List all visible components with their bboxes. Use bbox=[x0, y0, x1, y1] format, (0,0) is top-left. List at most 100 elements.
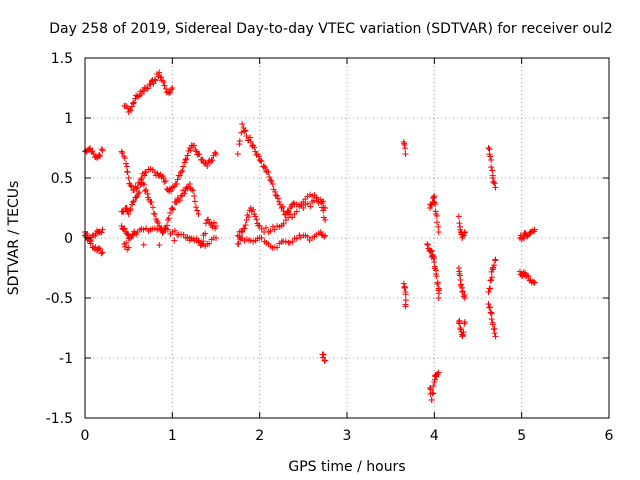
data-point bbox=[97, 153, 104, 160]
data-point bbox=[236, 137, 243, 144]
data-point bbox=[269, 181, 276, 187]
data-point bbox=[169, 229, 176, 235]
data-point bbox=[180, 163, 187, 170]
x-tick-label: 0 bbox=[81, 428, 90, 444]
data-point bbox=[177, 172, 184, 179]
data-point bbox=[127, 207, 134, 214]
data-point bbox=[245, 213, 252, 220]
data-point bbox=[152, 77, 159, 84]
data-point bbox=[400, 280, 407, 287]
data-point bbox=[191, 193, 198, 199]
data-point bbox=[156, 242, 163, 249]
data-point bbox=[456, 268, 463, 275]
data-point bbox=[487, 153, 494, 160]
data-point bbox=[402, 291, 409, 298]
data-point bbox=[486, 146, 493, 153]
x-tick-label: 6 bbox=[605, 428, 614, 444]
data-point bbox=[262, 164, 269, 171]
data-point bbox=[179, 167, 186, 174]
data-point bbox=[162, 178, 169, 185]
data-point bbox=[130, 99, 137, 106]
data-point bbox=[169, 85, 176, 91]
data-point bbox=[181, 190, 188, 197]
data-point bbox=[289, 238, 296, 245]
data-point bbox=[158, 74, 165, 81]
data-point bbox=[151, 169, 158, 175]
data-point bbox=[402, 145, 409, 152]
data-point bbox=[457, 277, 464, 283]
data-point bbox=[159, 229, 166, 236]
data-point bbox=[531, 226, 538, 233]
data-point bbox=[199, 157, 206, 163]
data-point bbox=[171, 227, 178, 234]
data-point bbox=[166, 90, 173, 97]
data-point bbox=[238, 129, 245, 136]
data-point bbox=[160, 79, 167, 85]
data-point bbox=[402, 151, 409, 157]
data-point bbox=[524, 272, 531, 279]
data-point bbox=[262, 224, 269, 231]
data-point bbox=[118, 148, 125, 155]
data-point bbox=[239, 121, 246, 127]
data-point bbox=[290, 200, 297, 207]
data-point bbox=[265, 169, 272, 175]
data-point bbox=[488, 277, 495, 283]
data-point bbox=[307, 203, 314, 210]
data-point bbox=[284, 208, 291, 215]
data-point bbox=[492, 256, 499, 263]
data-point bbox=[488, 164, 495, 171]
data-point bbox=[164, 226, 171, 233]
data-point bbox=[435, 229, 442, 235]
data-point bbox=[136, 189, 143, 196]
y-tick-label: 1 bbox=[64, 111, 73, 127]
data-point bbox=[211, 149, 218, 156]
data-point bbox=[234, 151, 241, 157]
data-point bbox=[118, 223, 125, 229]
data-point bbox=[266, 174, 273, 181]
data-point bbox=[293, 208, 300, 215]
data-point bbox=[431, 199, 438, 206]
data-point bbox=[401, 142, 408, 149]
data-point bbox=[141, 187, 148, 194]
data-point bbox=[131, 230, 138, 237]
data-point bbox=[458, 281, 465, 288]
data-point bbox=[133, 185, 140, 192]
data-point bbox=[241, 225, 248, 232]
data-point bbox=[171, 237, 178, 244]
data-point bbox=[213, 235, 219, 241]
data-point bbox=[434, 281, 441, 288]
data-point bbox=[148, 199, 155, 206]
data-point bbox=[242, 222, 249, 229]
data-point bbox=[485, 301, 492, 307]
data-point bbox=[180, 231, 187, 238]
data-point bbox=[304, 233, 311, 240]
data-point bbox=[138, 176, 145, 183]
y-tick-label: -1 bbox=[59, 351, 73, 367]
data-point bbox=[428, 397, 435, 403]
data-point bbox=[432, 201, 439, 208]
data-point bbox=[460, 293, 467, 300]
data-point bbox=[130, 199, 137, 205]
data-point bbox=[270, 186, 277, 193]
data-point bbox=[492, 184, 499, 191]
data-point bbox=[243, 133, 250, 139]
y-tick-label: 0 bbox=[64, 231, 73, 247]
data-point bbox=[401, 284, 408, 291]
data-point bbox=[253, 216, 260, 223]
data-point bbox=[431, 193, 438, 199]
data-point bbox=[313, 194, 320, 201]
data-point bbox=[209, 157, 216, 164]
data-point bbox=[98, 146, 105, 153]
data-point bbox=[251, 144, 258, 151]
data-point bbox=[211, 219, 218, 226]
data-point bbox=[317, 199, 324, 205]
data-point bbox=[428, 202, 435, 209]
data-point bbox=[258, 225, 265, 232]
data-point bbox=[491, 330, 498, 337]
data-point bbox=[456, 220, 463, 227]
data-point bbox=[402, 303, 409, 310]
data-point bbox=[99, 147, 106, 154]
data-point bbox=[520, 269, 527, 276]
data-point bbox=[167, 209, 174, 216]
data-point bbox=[424, 241, 431, 248]
